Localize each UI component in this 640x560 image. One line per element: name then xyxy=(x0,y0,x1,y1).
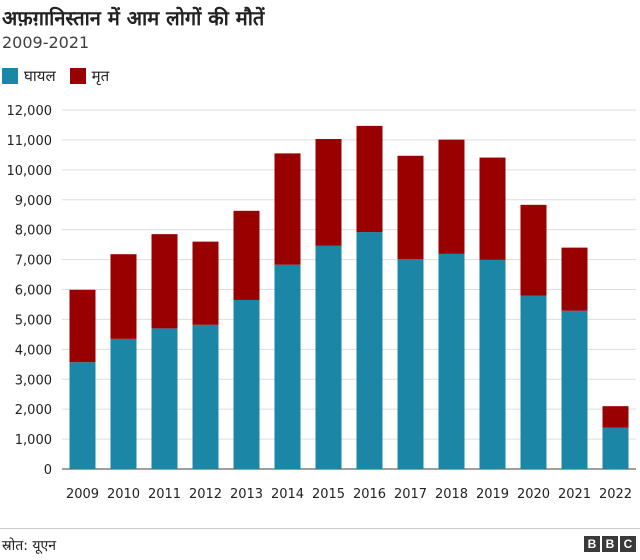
x-tick-label: 2015 xyxy=(312,487,345,502)
y-tick-label: 12,000 xyxy=(7,104,53,119)
bar-killed xyxy=(438,139,465,254)
x-tick-label: 2011 xyxy=(148,487,181,502)
x-tick-label: 2018 xyxy=(435,487,468,502)
y-tick-label: 1,000 xyxy=(15,433,52,448)
y-tick-label: 8,000 xyxy=(15,224,52,239)
legend-label-injured: घायल xyxy=(24,67,56,85)
x-tick-label: 2021 xyxy=(558,487,591,502)
x-tick-label: 2017 xyxy=(394,487,427,502)
bar-killed xyxy=(192,241,219,325)
bar-killed xyxy=(356,125,383,233)
source-note: स्रोत: यूएन xyxy=(2,538,57,554)
bar-injured xyxy=(315,245,342,469)
bar-killed xyxy=(520,204,547,296)
x-tick-label: 2009 xyxy=(66,487,99,502)
bar-killed xyxy=(479,157,506,260)
bar-killed xyxy=(315,139,342,246)
bar-injured xyxy=(233,299,260,469)
y-tick-label: 5,000 xyxy=(15,313,52,328)
x-tick-label: 2012 xyxy=(189,487,222,502)
chart-title: अफ़ग़ानिस्तान में आम लोगों की मौतें xyxy=(2,6,265,30)
y-tick-label: 6,000 xyxy=(15,284,52,299)
y-tick-label: 7,000 xyxy=(15,254,52,269)
y-tick-label: 0 xyxy=(44,463,52,478)
bar-injured xyxy=(520,295,547,469)
legend-swatch-killed xyxy=(69,68,86,84)
bar-injured xyxy=(274,264,301,469)
bar-injured xyxy=(397,258,424,469)
bar-injured xyxy=(356,232,383,469)
bbc-logo-letter: B xyxy=(584,536,600,552)
bar-injured xyxy=(602,427,629,469)
bar-killed xyxy=(110,254,137,339)
y-tick-label: 10,000 xyxy=(7,164,53,179)
legend-item-injured: घायल xyxy=(2,66,56,86)
x-tick-label: 2014 xyxy=(271,487,304,502)
bbc-logo: B B C xyxy=(582,536,636,552)
footer-divider xyxy=(0,528,640,529)
bar-injured xyxy=(69,362,96,469)
bar-killed xyxy=(69,289,96,363)
bar-killed xyxy=(151,234,178,329)
x-tick-label: 2013 xyxy=(230,487,263,502)
bar-chart: 0 1,000 2,000 3,000 4,000 5,000 6,000 7,000 8,00… xyxy=(7,104,636,502)
bar-killed xyxy=(561,247,588,311)
y-tick-label: 4,000 xyxy=(15,343,52,358)
bar-killed xyxy=(397,155,424,259)
bar-killed xyxy=(602,406,629,428)
legend-swatch-injured xyxy=(2,68,18,84)
bar-injured xyxy=(192,324,219,469)
bar-injured xyxy=(561,310,588,469)
bar-injured xyxy=(438,253,465,469)
legend-label-killed: मृत xyxy=(91,67,110,85)
bbc-logo-letter: C xyxy=(620,536,636,552)
legend: घायल मृत xyxy=(2,66,123,86)
x-tick-label: 2010 xyxy=(107,487,140,502)
y-tick-label: 11,000 xyxy=(7,134,53,149)
x-tick-label: 2020 xyxy=(517,487,550,502)
x-tick-label: 2022 xyxy=(599,487,632,502)
bar-injured xyxy=(110,338,137,469)
bar-killed xyxy=(274,153,301,265)
legend-item-killed: मृत xyxy=(69,66,110,86)
x-tick-label: 2019 xyxy=(476,487,509,502)
x-tick-label: 2016 xyxy=(353,487,386,502)
bar-injured xyxy=(479,259,506,469)
y-tick-label: 2,000 xyxy=(15,403,52,418)
chart-subtitle: 2009-2021 xyxy=(2,33,90,52)
y-tick-label: 3,000 xyxy=(15,373,52,388)
bbc-logo-letter: B xyxy=(602,536,618,552)
y-tick-label: 9,000 xyxy=(15,194,52,209)
bar-killed xyxy=(233,210,260,300)
bar-injured xyxy=(151,328,178,469)
